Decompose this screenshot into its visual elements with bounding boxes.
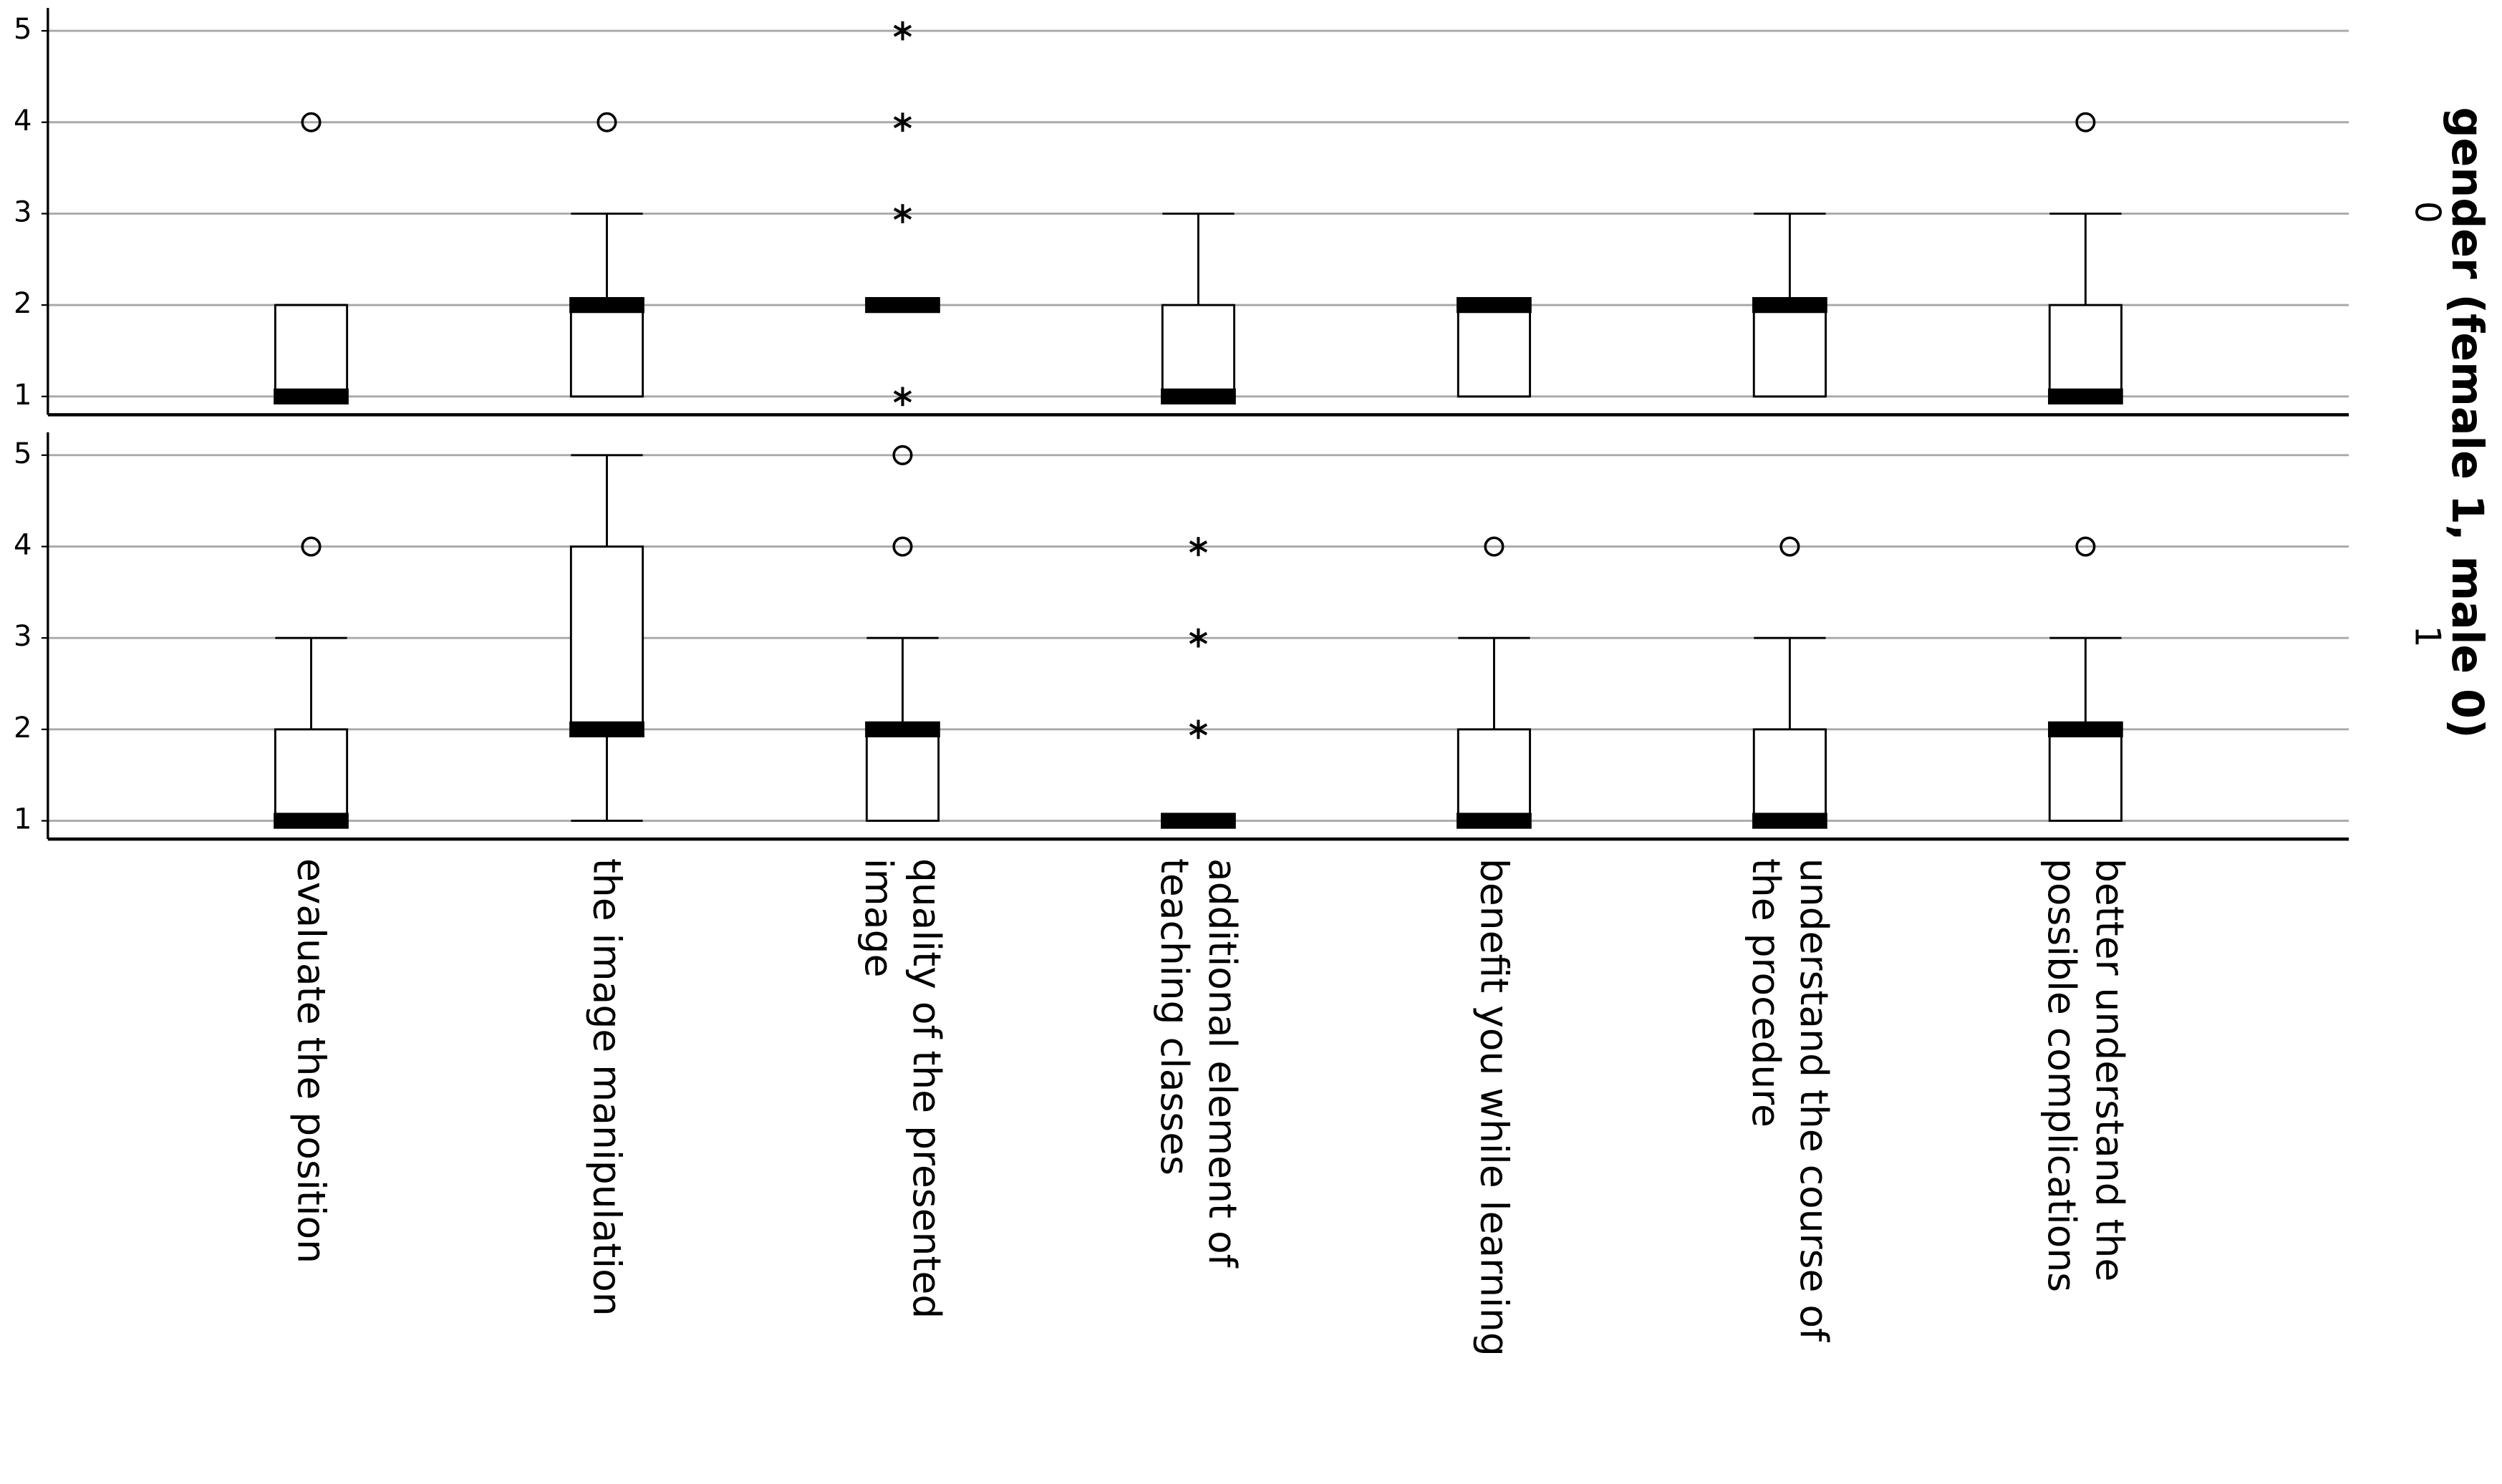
box: [2048, 728, 2122, 822]
box: [865, 728, 940, 822]
median: [274, 813, 349, 829]
x-tick-label: quality of the presented image: [856, 858, 950, 1319]
median: [865, 296, 940, 314]
median: [1457, 813, 1532, 829]
median: [569, 721, 644, 738]
outlier: [596, 112, 617, 132]
outlier: [2075, 112, 2096, 132]
box: [569, 545, 644, 731]
y-tick-label: 2: [14, 712, 32, 745]
median: [569, 296, 644, 314]
outlier: [892, 536, 913, 557]
median: [274, 388, 349, 404]
row-label: gender (female 1, male 0): [2441, 107, 2491, 739]
box: [1752, 728, 1827, 822]
extreme: [893, 204, 912, 223]
extreme: [893, 21, 912, 41]
outlier: [2075, 536, 2096, 557]
box: [1457, 304, 1532, 398]
box: [569, 304, 644, 398]
median: [1161, 388, 1236, 404]
extreme: [893, 112, 912, 132]
extreme: [1189, 537, 1208, 556]
median: [2048, 388, 2123, 404]
x-tick-label: additional element of teaching classes: [1151, 858, 1245, 1268]
x-tick-label: the image manipulation: [584, 858, 629, 1316]
outlier: [301, 536, 322, 557]
panel-label: 1: [2406, 624, 2446, 647]
extreme: [1189, 719, 1208, 739]
y-tick-label: 1: [14, 379, 32, 412]
y-tick-label: 2: [14, 287, 32, 320]
median: [1752, 813, 1827, 829]
y-tick-label: 5: [14, 13, 32, 46]
outlier: [1484, 536, 1504, 557]
y-tick-label: 3: [14, 195, 32, 228]
x-tick-label: benefit you while learning: [1472, 858, 1517, 1357]
x-tick-label: evaluate the position: [289, 858, 334, 1264]
y-tick-label: 4: [14, 528, 32, 561]
box: [274, 304, 349, 398]
y-tick-label: 3: [14, 620, 32, 653]
y-tick-label: 5: [14, 437, 32, 470]
y-tick-label: 4: [14, 105, 32, 137]
box: [2048, 304, 2122, 398]
box: [1752, 304, 1827, 398]
median: [865, 721, 940, 738]
x-tick-label: better understand the possible complicat…: [2039, 858, 2133, 1293]
x-tick-label: understand the course of the procedure: [1743, 858, 1837, 1342]
median: [1161, 813, 1236, 829]
median: [1752, 296, 1827, 314]
box: [1457, 728, 1532, 822]
y-tick-label: 1: [14, 803, 32, 836]
median: [2048, 721, 2123, 738]
panel-label: 0: [2406, 200, 2446, 223]
box: [274, 728, 349, 822]
outlier: [1779, 536, 1800, 557]
box: [1161, 304, 1236, 398]
outlier: [301, 112, 322, 132]
extreme: [893, 387, 912, 407]
extreme: [1189, 628, 1208, 648]
median: [1457, 296, 1532, 314]
outlier: [892, 445, 913, 465]
